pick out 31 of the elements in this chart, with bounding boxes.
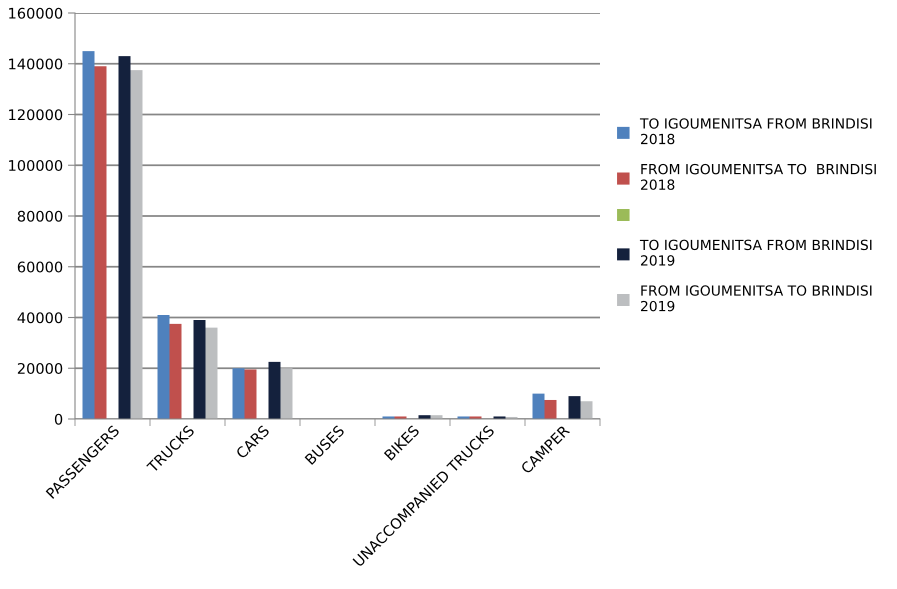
- bar: [170, 324, 182, 419]
- bar: [232, 368, 244, 419]
- bar: [418, 415, 430, 419]
- legend-label: TO IGOUMENITSA FROM BRINDISI 2018: [640, 118, 872, 144]
- legend-label: FROM IGOUMENITSA TO BRINDISI 2019: [640, 285, 872, 312]
- y-tick-label: 160000: [9, 8, 62, 19]
- y-tick-label: 0: [54, 414, 62, 425]
- bar: [568, 396, 580, 419]
- legend-label: FROM IGOUMENITSA TO BRINDISI 2018: [640, 164, 876, 190]
- bar: [158, 314, 170, 419]
- bar: [580, 401, 592, 419]
- bar: [244, 370, 256, 419]
- y-tick-label: 120000: [9, 109, 62, 120]
- y-tick-label: 80000: [18, 210, 62, 222]
- y-tick-label: 20000: [18, 362, 62, 374]
- bar: [130, 70, 142, 419]
- bar: [194, 320, 206, 419]
- bar: [206, 328, 218, 419]
- y-tick-label: 140000: [9, 58, 62, 70]
- bar: [94, 66, 106, 419]
- bar: [280, 368, 292, 419]
- bar: [430, 415, 442, 419]
- bar: [268, 362, 280, 419]
- bar: [118, 56, 130, 419]
- legend-label: TO IGOUMENITSA FROM BRINDISI 2019: [640, 240, 872, 266]
- y-tick-label: 40000: [18, 312, 62, 324]
- bar: [544, 400, 556, 419]
- y-tick-label: 60000: [18, 261, 62, 272]
- bar: [82, 51, 94, 419]
- bar: [532, 394, 544, 419]
- y-tick-label: 100000: [9, 160, 62, 171]
